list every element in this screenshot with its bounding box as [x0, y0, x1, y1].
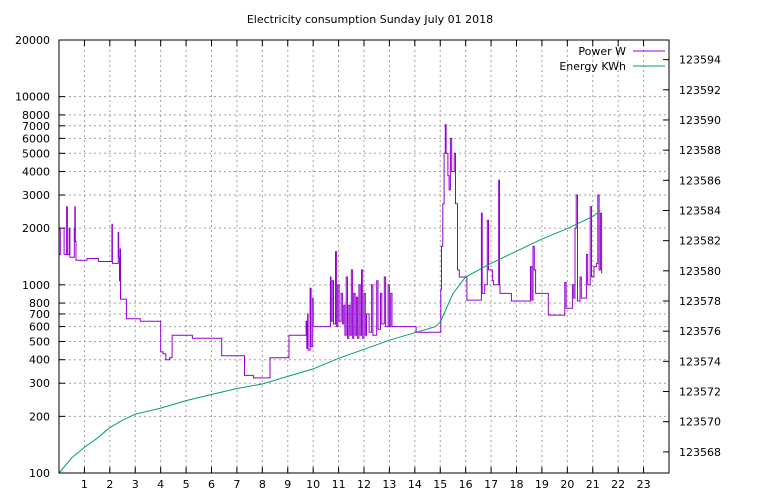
y2-tick-label: 123590	[679, 114, 721, 127]
y-tick-label: 600	[29, 321, 50, 334]
legend-label-energy-kwh: Energy KWh	[559, 60, 626, 73]
y-tick-label: 4000	[22, 166, 50, 179]
y-tick-label: 400	[29, 354, 50, 367]
x-tick-label: 15	[433, 478, 447, 491]
series-line-energy-kwh	[58, 210, 601, 474]
y-tick-label: 300	[29, 377, 50, 390]
plot-frame	[58, 39, 670, 474]
x-tick-label: 17	[484, 478, 498, 491]
x-tick-label: 22	[611, 478, 625, 491]
chart-title: Electricity consumption Sunday July 01 2…	[247, 13, 493, 26]
x-tick-label: 23	[637, 478, 651, 491]
x-tick-label: 11	[332, 478, 346, 491]
y2-tick-label: 123574	[679, 355, 721, 368]
x-tick-label: 14	[408, 478, 422, 491]
y-tick-label: 3000	[22, 189, 50, 202]
x-tick-label: 3	[132, 478, 139, 491]
y2-tick-label: 123584	[679, 204, 721, 217]
x-tick-label: 4	[157, 478, 164, 491]
x-tick-label: 6	[208, 478, 215, 491]
x-tick-label: 18	[510, 478, 524, 491]
x-tick-label: 10	[306, 478, 320, 491]
x-tick-label: 7	[233, 478, 240, 491]
y2-tick-label: 123578	[679, 295, 721, 308]
x-tick-label: 16	[459, 478, 473, 491]
y-tick-label: 7000	[22, 120, 50, 133]
y-tick-label: 10000	[15, 91, 50, 104]
x-tick-label: 20	[560, 478, 574, 491]
y-tick-label: 1000	[22, 279, 50, 292]
y2-tick-label: 123582	[679, 235, 721, 248]
y2-tick-label: 123568	[679, 446, 721, 459]
x-tick-label: 21	[586, 478, 600, 491]
y-tick-label: 8000	[22, 109, 50, 122]
y2-tick-label: 123572	[679, 386, 721, 399]
x-tick-label: 8	[259, 478, 266, 491]
y-tick-label: 20000	[15, 34, 50, 47]
y2-tick-label: 123586	[679, 174, 721, 187]
y-tick-label: 500	[29, 335, 50, 348]
y2-tick-label: 123594	[679, 54, 721, 67]
legend: Power W Energy KWh	[559, 45, 665, 73]
x-tick-label: 9	[284, 478, 291, 491]
y-tick-label: 6000	[22, 132, 50, 145]
y-tick-label: 700	[29, 308, 50, 321]
x-tick-label: 2	[106, 478, 113, 491]
y2-tick-label: 123570	[679, 416, 721, 429]
plot-area	[58, 124, 603, 474]
y-tick-label: 100	[29, 467, 50, 480]
y2-tick-label: 123592	[679, 84, 721, 97]
y-tick-label: 2000	[22, 222, 50, 235]
x-tick-label: 19	[535, 478, 549, 491]
y-tick-label: 5000	[22, 147, 50, 160]
x-tick-label: 5	[183, 478, 190, 491]
y-tick-label: 200	[29, 410, 50, 423]
y2-tick-label: 123580	[679, 265, 721, 278]
x-tick-label: 12	[357, 478, 371, 491]
legend-label-power-w: Power W	[578, 45, 626, 58]
x-tick-label: 1	[81, 478, 88, 491]
y2-tick-label: 123576	[679, 325, 721, 338]
x-tick-label: 13	[382, 478, 396, 491]
axis-ticks: 1 2 3 4 5 6 7 8 9 10 11 12 13 14 15 16 17 18 19 20 21 22 23100…	[15, 34, 721, 491]
series-line-power-w	[59, 124, 603, 379]
y-tick-label: 800	[29, 297, 50, 310]
y2-tick-label: 123588	[679, 144, 721, 157]
